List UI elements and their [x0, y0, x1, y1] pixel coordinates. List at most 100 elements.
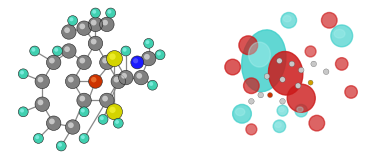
Circle shape [121, 46, 131, 56]
Circle shape [258, 92, 263, 98]
Circle shape [37, 100, 43, 105]
Circle shape [311, 61, 316, 67]
Ellipse shape [273, 120, 286, 132]
Circle shape [144, 54, 150, 60]
Ellipse shape [235, 108, 245, 116]
Circle shape [289, 61, 295, 67]
Circle shape [134, 70, 148, 85]
Circle shape [91, 77, 96, 82]
Circle shape [109, 53, 116, 60]
Circle shape [111, 74, 125, 89]
Circle shape [70, 17, 73, 21]
Circle shape [295, 83, 301, 89]
Circle shape [280, 99, 285, 104]
Circle shape [18, 69, 28, 79]
Circle shape [31, 48, 36, 52]
Ellipse shape [334, 29, 345, 38]
Circle shape [62, 25, 76, 39]
Ellipse shape [309, 115, 325, 131]
Circle shape [308, 80, 313, 85]
Circle shape [280, 77, 285, 82]
Circle shape [107, 51, 122, 67]
Circle shape [102, 58, 108, 63]
Circle shape [54, 48, 58, 52]
Circle shape [323, 69, 329, 75]
Circle shape [147, 80, 157, 90]
Circle shape [79, 96, 85, 101]
Circle shape [136, 73, 142, 79]
Ellipse shape [281, 13, 297, 28]
Ellipse shape [297, 107, 303, 112]
Circle shape [98, 114, 108, 124]
Ellipse shape [331, 25, 353, 47]
Ellipse shape [243, 78, 259, 93]
Ellipse shape [283, 16, 291, 22]
Circle shape [58, 143, 62, 147]
Ellipse shape [345, 86, 357, 98]
Circle shape [35, 97, 50, 111]
Circle shape [298, 67, 304, 73]
Circle shape [100, 55, 114, 70]
Ellipse shape [336, 58, 348, 70]
Circle shape [34, 133, 43, 143]
Circle shape [30, 46, 40, 56]
Circle shape [146, 40, 149, 44]
Circle shape [91, 39, 96, 45]
Circle shape [121, 73, 127, 79]
Circle shape [35, 74, 50, 89]
Circle shape [268, 93, 273, 98]
Ellipse shape [275, 122, 281, 128]
Circle shape [115, 120, 119, 124]
Circle shape [100, 116, 104, 120]
Ellipse shape [277, 105, 288, 116]
Circle shape [53, 46, 62, 56]
Circle shape [62, 44, 76, 58]
Ellipse shape [233, 104, 251, 123]
Circle shape [79, 24, 85, 29]
Circle shape [91, 20, 96, 25]
Circle shape [65, 120, 80, 134]
Circle shape [77, 55, 91, 70]
Circle shape [46, 55, 61, 70]
Circle shape [92, 10, 96, 14]
Circle shape [68, 16, 77, 26]
Circle shape [49, 58, 55, 63]
Circle shape [119, 70, 133, 85]
Circle shape [264, 74, 270, 79]
Circle shape [100, 17, 114, 32]
Circle shape [149, 82, 153, 86]
Circle shape [113, 118, 123, 128]
Circle shape [102, 20, 108, 25]
Circle shape [144, 38, 153, 48]
Ellipse shape [305, 46, 316, 57]
Ellipse shape [239, 36, 257, 55]
Circle shape [277, 58, 282, 64]
Circle shape [123, 48, 127, 52]
Circle shape [18, 107, 28, 117]
Circle shape [109, 107, 116, 113]
Circle shape [91, 8, 101, 18]
Circle shape [37, 77, 43, 83]
Circle shape [157, 52, 161, 55]
Circle shape [56, 141, 66, 151]
Circle shape [131, 56, 144, 69]
Circle shape [35, 135, 39, 139]
Ellipse shape [225, 59, 240, 75]
Ellipse shape [242, 30, 286, 92]
Circle shape [79, 107, 89, 117]
Circle shape [65, 74, 80, 89]
Circle shape [79, 133, 89, 143]
Circle shape [77, 21, 91, 35]
Circle shape [81, 135, 85, 139]
Circle shape [49, 118, 55, 124]
Circle shape [46, 116, 61, 130]
Circle shape [20, 71, 24, 75]
Circle shape [81, 109, 85, 113]
Circle shape [155, 50, 165, 60]
Circle shape [133, 58, 138, 63]
Circle shape [249, 99, 254, 104]
Ellipse shape [321, 13, 337, 28]
Circle shape [107, 104, 122, 120]
Circle shape [102, 96, 108, 101]
Circle shape [100, 93, 114, 108]
